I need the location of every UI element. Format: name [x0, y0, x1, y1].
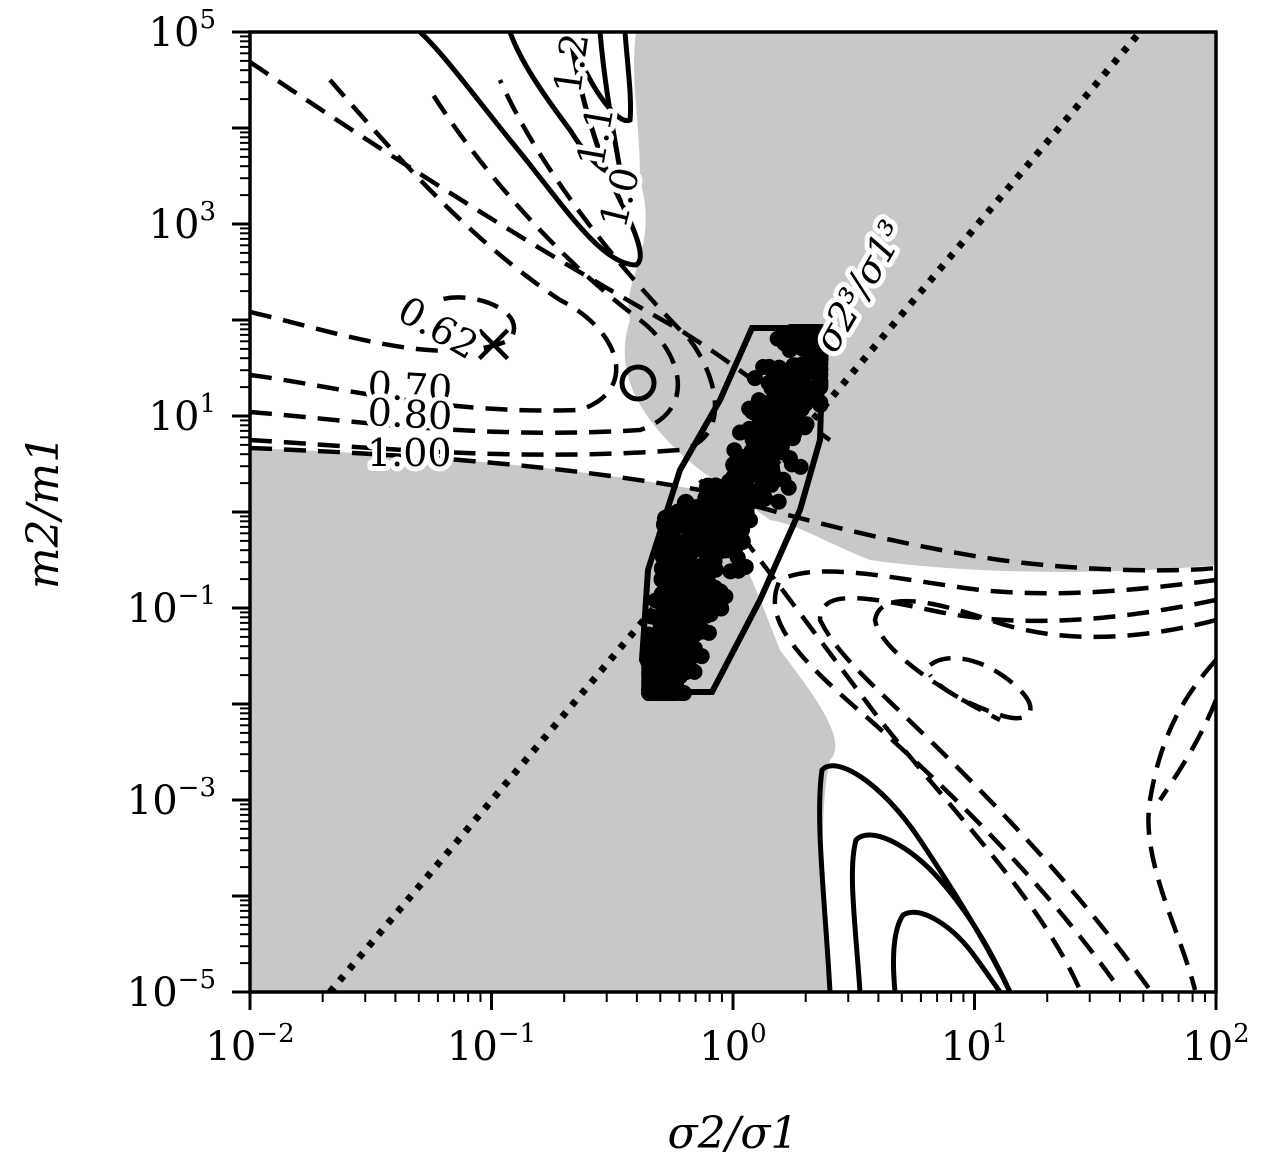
data-point — [782, 337, 799, 354]
x-axis: 10−2 10−1 100 101 102 — [205, 992, 1250, 1070]
data-point — [769, 330, 786, 347]
data-point — [723, 513, 742, 532]
data-point — [676, 663, 693, 680]
solid-contours — [418, 32, 1013, 992]
data-point — [771, 444, 788, 461]
data-point — [812, 375, 829, 392]
data-point — [654, 539, 673, 558]
data-point — [780, 479, 797, 496]
data-point — [736, 503, 755, 522]
data-point — [722, 563, 739, 580]
y-axis: 10−5 10−3 10−1 101 103 105 — [127, 5, 250, 1016]
y-tick-label: 105 — [149, 5, 216, 56]
data-point — [746, 370, 763, 387]
data-point — [812, 331, 829, 348]
data-point — [653, 685, 670, 702]
data-point — [699, 589, 716, 606]
data-point — [658, 636, 675, 653]
data-point — [729, 465, 748, 484]
x-tick-label: 100 — [699, 1019, 766, 1070]
data-point — [671, 549, 690, 568]
data-point — [688, 535, 707, 554]
data-point — [735, 487, 754, 506]
data-point — [779, 419, 796, 436]
data-point — [789, 364, 806, 381]
data-point — [669, 577, 688, 596]
data-point — [770, 431, 787, 448]
data-point — [752, 469, 769, 486]
y-tick-label: 10−5 — [127, 965, 216, 1016]
y-tick-label: 103 — [149, 197, 216, 248]
x-axis-label: σ2/σ1 — [668, 1108, 799, 1158]
data-point — [750, 429, 767, 446]
data-point — [671, 625, 688, 642]
data-point — [753, 394, 770, 411]
data-point — [798, 416, 815, 433]
data-point — [708, 531, 727, 550]
data-point — [641, 665, 658, 682]
x-tick-label: 10−2 — [205, 1019, 294, 1070]
data-point — [752, 407, 769, 424]
data-point — [707, 500, 726, 519]
data-point — [799, 329, 816, 346]
data-point — [702, 606, 719, 623]
data-point — [691, 558, 710, 577]
data-point — [680, 511, 699, 530]
data-point — [659, 515, 678, 534]
contour-label-070: 0.70 — [367, 363, 454, 411]
data-point — [812, 394, 829, 411]
data-point — [651, 654, 668, 671]
data-point — [798, 383, 815, 400]
data-point — [656, 593, 675, 612]
contour-label-080: 0.80 — [367, 390, 454, 438]
x-tick-label: 102 — [1182, 1019, 1249, 1070]
data-point — [783, 456, 800, 473]
data-point — [765, 382, 782, 399]
data-point — [770, 493, 787, 510]
y-tick-label: 10−3 — [127, 773, 216, 824]
marker-x: × — [470, 311, 517, 376]
data-point — [757, 490, 774, 507]
contour-label-12: 1.2 — [545, 30, 597, 96]
x-tick-label: 101 — [941, 1019, 1008, 1070]
data-point — [765, 365, 782, 382]
data-point — [788, 393, 805, 410]
data-point — [683, 589, 700, 606]
data-point — [658, 623, 675, 640]
data-point — [759, 457, 776, 474]
contour-label-100: 1.00 — [367, 431, 452, 475]
point-cluster — [641, 323, 829, 702]
data-point — [783, 323, 800, 340]
data-point — [719, 487, 738, 506]
x-tick-label: 10−1 — [447, 1019, 536, 1070]
marker-o — [619, 364, 657, 402]
y-tick-label: 10−1 — [127, 581, 216, 632]
y-tick-label: 101 — [149, 389, 216, 440]
y-axis-label: m2/m1 — [18, 435, 69, 589]
data-point — [645, 634, 662, 651]
